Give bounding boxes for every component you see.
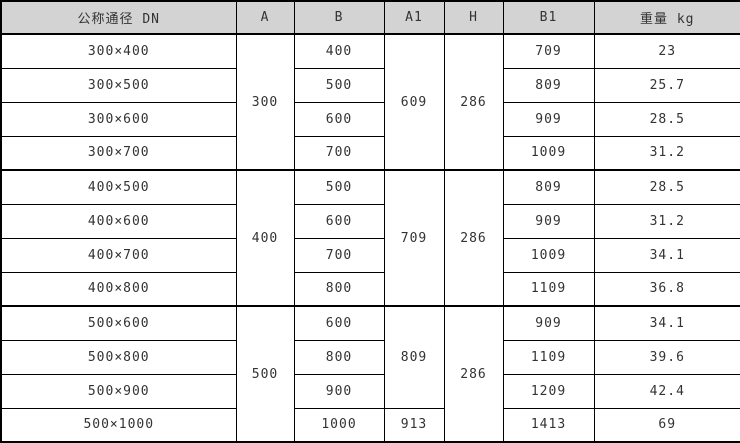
b-cell: 400 <box>293 33 385 69</box>
a-cell: 500 <box>235 305 295 443</box>
weight-cell: 36.8 <box>593 271 740 307</box>
h-cell: 286 <box>443 305 504 443</box>
table-row: 400×700 700 1009 34.1 <box>0 237 740 273</box>
b1-cell: 1009 <box>502 135 595 171</box>
b-cell: 600 <box>293 305 385 341</box>
b-cell: 700 <box>293 237 385 273</box>
h-cell: 286 <box>443 169 504 307</box>
b1-cell: 1109 <box>502 339 595 375</box>
b1-cell: 909 <box>502 203 595 239</box>
table-header-row: 公称通径 DN A B A1 H B1 重量 kg <box>0 0 740 35</box>
column-header-b1: B1 <box>502 0 595 35</box>
table-row: 300×400 300 400 609 286 709 23 <box>0 33 740 171</box>
table-body: 300×400 300 400 609 286 709 23 300×500 500 809 25.… <box>0 33 740 443</box>
b1-cell: 709 <box>502 33 595 69</box>
a1-cell: 609 <box>383 33 445 171</box>
table-row: 500×1000 1000 913 1413 69 <box>0 407 740 443</box>
dn-cell: 500×900 <box>0 373 237 409</box>
weight-cell: 31.2 <box>593 135 740 171</box>
column-header-a1: A1 <box>383 0 445 35</box>
weight-cell: 42.4 <box>593 373 740 409</box>
column-header-weight: 重量 kg <box>593 0 740 35</box>
dn-cell: 300×700 <box>0 135 237 171</box>
b-cell: 1000 <box>293 407 385 443</box>
table-row: 400×500 400 500 709 286 809 28.5 <box>0 169 740 307</box>
weight-cell: 23 <box>593 33 740 69</box>
weight-cell: 34.1 <box>593 237 740 273</box>
table-row: 300×700 700 1009 31.2 <box>0 135 740 171</box>
dn-cell: 400×800 <box>0 271 237 307</box>
column-header-h: H <box>443 0 504 35</box>
h-cell: 286 <box>443 33 504 171</box>
dn-cell: 400×600 <box>0 203 237 239</box>
b-cell: 500 <box>293 169 385 205</box>
weight-cell: 31.2 <box>593 203 740 239</box>
a-cell: 400 <box>235 169 295 307</box>
b1-cell: 1209 <box>502 373 595 409</box>
b-cell: 600 <box>293 203 385 239</box>
table-row: 500×900 900 1209 42.4 <box>0 373 740 409</box>
dn-cell: 300×500 <box>0 67 237 103</box>
table-row: 400×800 800 1109 36.8 <box>0 271 740 307</box>
b-cell: 800 <box>293 271 385 307</box>
a1-cell: 709 <box>383 169 445 307</box>
b-cell: 700 <box>293 135 385 171</box>
b1-cell: 809 <box>502 169 595 205</box>
dn-cell: 500×1000 <box>0 407 237 443</box>
table-row: 300×600 600 909 28.5 <box>0 101 740 137</box>
weight-cell: 28.5 <box>593 101 740 137</box>
b-cell: 500 <box>293 67 385 103</box>
table-row: 400×600 600 909 31.2 <box>0 203 740 239</box>
b-cell: 900 <box>293 373 385 409</box>
b1-cell: 909 <box>502 305 595 341</box>
dn-cell: 500×600 <box>0 305 237 341</box>
a1-cell: 809 <box>383 305 445 409</box>
weight-cell: 25.7 <box>593 67 740 103</box>
b1-cell: 909 <box>502 101 595 137</box>
table-row: 300×500 500 809 25.7 <box>0 67 740 103</box>
a-cell: 300 <box>235 33 295 171</box>
weight-cell: 39.6 <box>593 339 740 375</box>
b1-cell: 809 <box>502 67 595 103</box>
dn-cell: 500×800 <box>0 339 237 375</box>
b-cell: 800 <box>293 339 385 375</box>
weight-cell: 28.5 <box>593 169 740 205</box>
dn-cell: 300×600 <box>0 101 237 137</box>
weight-cell: 34.1 <box>593 305 740 341</box>
a1-cell: 913 <box>383 407 445 443</box>
b1-cell: 1413 <box>502 407 595 443</box>
column-header-a: A <box>235 0 295 35</box>
dn-cell: 400×500 <box>0 169 237 205</box>
b1-cell: 1109 <box>502 271 595 307</box>
weight-cell: 69 <box>593 407 740 443</box>
b-cell: 600 <box>293 101 385 137</box>
table-row: 500×600 500 600 809 286 909 34.1 <box>0 305 740 443</box>
table-row: 500×800 800 1109 39.6 <box>0 339 740 375</box>
column-header-dn: 公称通径 DN <box>0 0 237 35</box>
dn-cell: 400×700 <box>0 237 237 273</box>
column-header-b: B <box>293 0 385 35</box>
b1-cell: 1009 <box>502 237 595 273</box>
dn-cell: 300×400 <box>0 33 237 69</box>
